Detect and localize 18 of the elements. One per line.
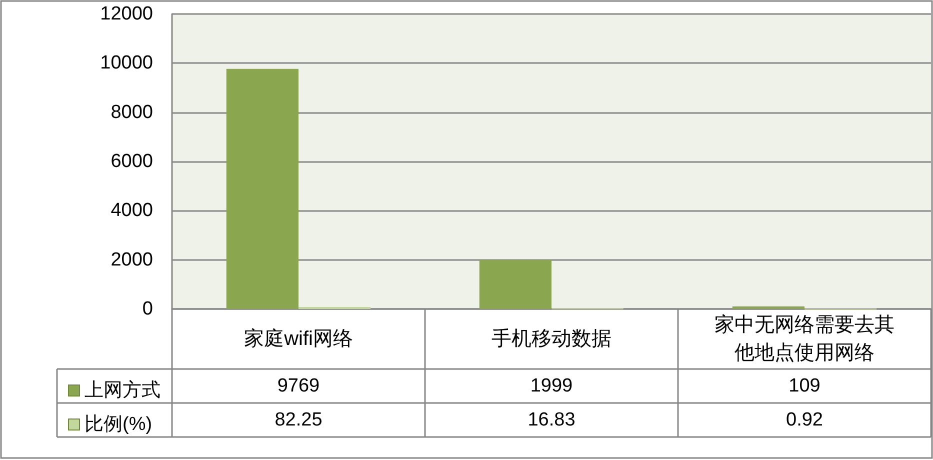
data-label: 16.83 [528, 410, 576, 430]
x-tick-label: 手机移动数据 [492, 328, 612, 350]
y-tick-label: 8000 [110, 102, 153, 123]
y-tick-label: 0 [142, 298, 153, 320]
y-tick-label: 10000 [100, 52, 153, 74]
data-label: 109 [788, 376, 820, 396]
x-tick-label: 家庭wifi网络 [244, 328, 353, 350]
legend-label: 比例(%) [84, 414, 152, 435]
y-tick-label: 2000 [110, 249, 153, 270]
data-label: 9769 [277, 376, 320, 396]
legend-label: 上网方式 [84, 379, 160, 401]
data-label: 1999 [530, 376, 573, 396]
y-tick-label: 6000 [110, 151, 153, 172]
x-tick-label: 家中无网络需要去其他地点使用网络 [714, 314, 894, 364]
y-tick-label: 12000 [100, 4, 153, 24]
y-tick-label: 4000 [110, 200, 153, 222]
data-label: 0.92 [786, 410, 823, 430]
data-label: 82.25 [274, 410, 322, 430]
